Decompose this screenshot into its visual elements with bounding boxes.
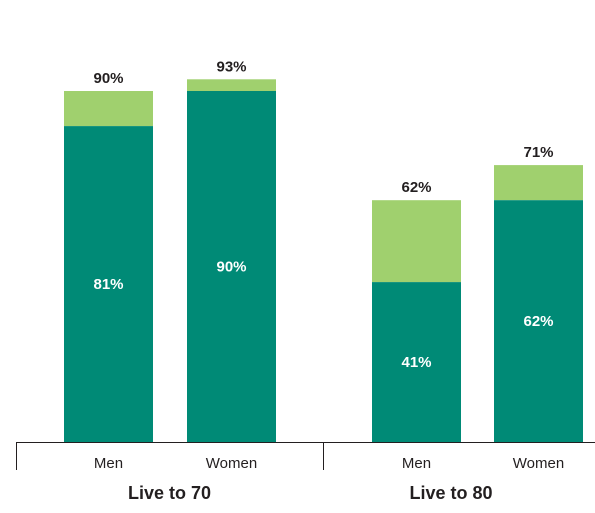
labels-layer: 90% 81% Men 93% 90% Women Live to 70 62% 41% Men 7…: [93, 58, 564, 503]
base-label-g1-women: 90%: [216, 259, 246, 276]
total-label-g1-men: 90%: [93, 70, 123, 87]
bar-base-g2-men: [372, 282, 461, 442]
category-label-g1-men: Men: [94, 455, 123, 472]
total-label-g1-women: 93%: [216, 58, 246, 75]
base-label-g2-men: 41%: [401, 354, 431, 371]
total-label-g2-women: 71%: [523, 144, 553, 161]
category-label-g2-women: Women: [513, 455, 564, 472]
bar-base-g2-women: [494, 200, 583, 442]
total-label-g2-men: 62%: [401, 179, 431, 196]
bar-base-g1-women: [187, 91, 276, 442]
bar-base-g1-men: [64, 126, 153, 442]
bar-top-g1-men: [64, 91, 153, 127]
category-label-g2-men: Men: [402, 455, 431, 472]
bar-top-g2-men: [372, 200, 461, 283]
category-label-g1-women: Women: [206, 455, 257, 472]
bars-layer: [64, 79, 583, 442]
group-label-2: Live to 80: [409, 483, 492, 503]
bar-top-g1-women: [187, 79, 276, 91]
base-label-g2-women: 62%: [523, 313, 553, 330]
base-label-g1-men: 81%: [93, 276, 123, 293]
bar-top-g2-women: [494, 165, 583, 201]
axis-layer: [16, 442, 595, 470]
group-label-1: Live to 70: [128, 483, 211, 503]
